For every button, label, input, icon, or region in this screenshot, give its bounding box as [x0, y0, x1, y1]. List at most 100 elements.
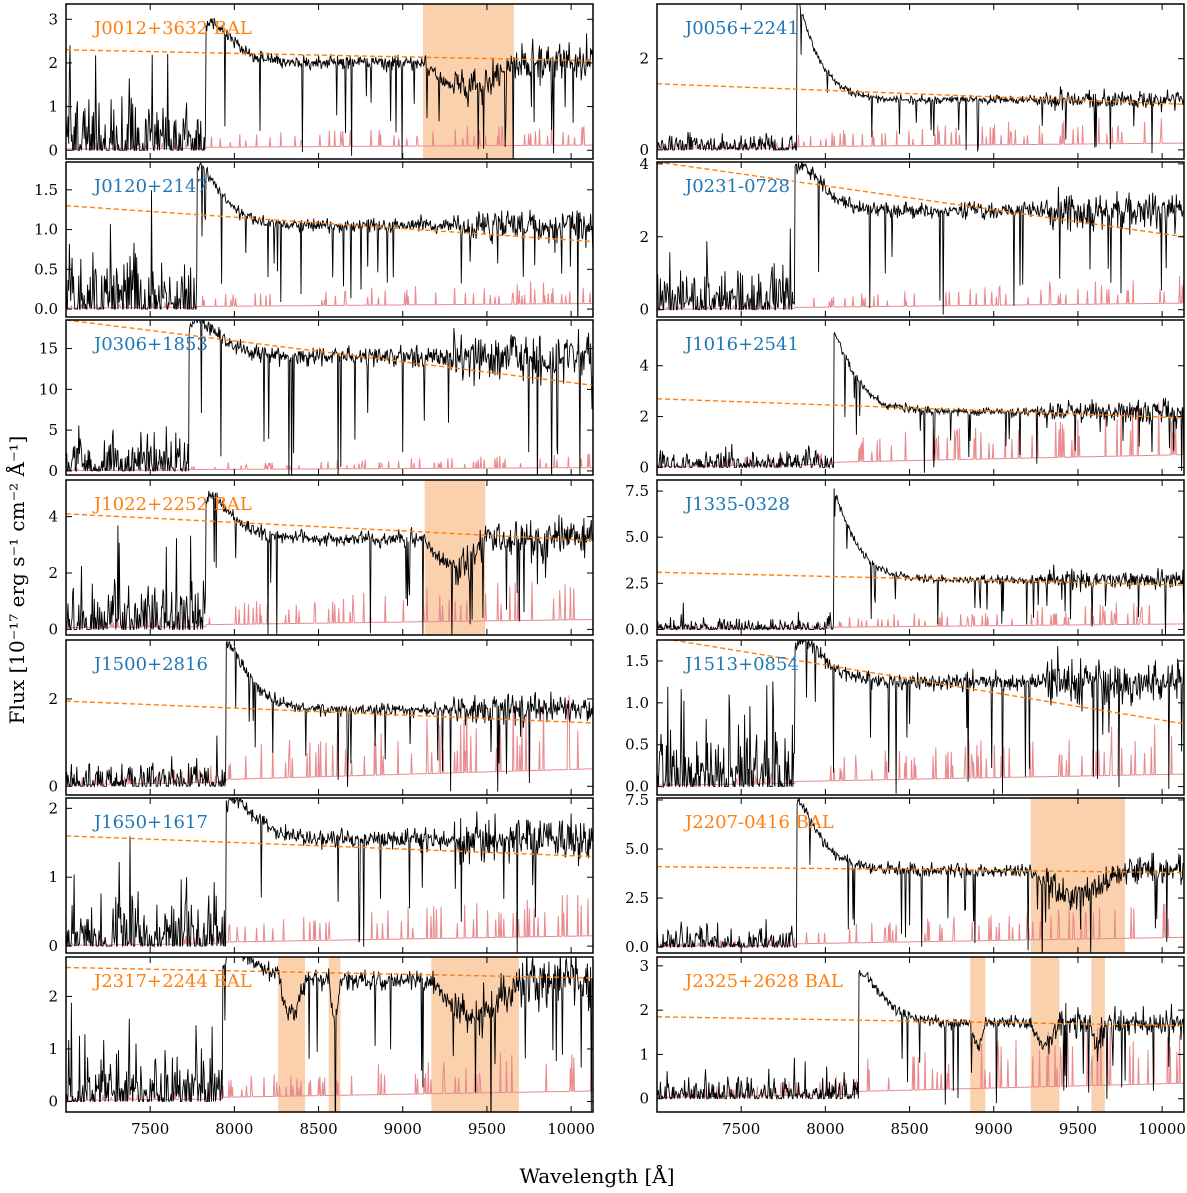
y-tick-label: 2	[48, 54, 58, 72]
y-tick-label: 7.5	[625, 482, 649, 500]
y-tick-label: 5.0	[625, 528, 649, 546]
y-tick-label: 3	[639, 957, 649, 975]
y-tick-label: 0.0	[625, 778, 649, 796]
spectrum-panel-j2317-2244-bal: 0 1 2 7500 8000 8500 9000 9500 10000 J2317+2244 B…	[48, 956, 595, 1138]
spectrum-panel-j0120-2147: 0.0 0.5 1.0 1.5 J0120+2147	[34, 161, 594, 318]
y-tick-label: 4	[639, 357, 649, 375]
y-tick-label: 1.5	[34, 181, 58, 199]
spectrum-panel-j2207-0416-bal: 0.0 2.5 5.0 7.5 J2207-0416 BAL	[625, 791, 1185, 956]
plot-area	[657, 957, 1184, 1112]
spectrum-panel-j1500-2816: 0 2 J1500+2816	[48, 639, 594, 796]
panel-frame	[656, 161, 1185, 318]
flux-spectrum-line	[657, 798, 1184, 953]
y-tick-label: 3	[48, 10, 58, 28]
error-spectrum-line	[66, 1048, 593, 1101]
flux-spectrum-line	[657, 640, 1184, 794]
flux-spectrum-line	[66, 957, 593, 1112]
spectrum-panel-j1016-2541: 0 2 4 J1016+2541	[639, 319, 1185, 476]
x-tick-label: 9000	[975, 1120, 1013, 1138]
y-tick-label: 2	[639, 50, 649, 68]
spectrum-panel-j1335-0328: 0.0 2.5 5.0 7.5 J1335-0328	[625, 479, 1185, 638]
object-name-label: J1513+0854	[683, 654, 799, 675]
x-tick-label: 7500	[131, 1120, 169, 1138]
object-name-label: J2207-0416 BAL	[683, 812, 834, 833]
object-name-label: J0306+1853	[92, 334, 208, 355]
flux-spectrum-line	[66, 320, 593, 475]
x-tick-label: 9500	[1059, 1120, 1097, 1138]
x-tick-label: 8000	[215, 1120, 253, 1138]
flux-spectrum-line	[66, 162, 593, 317]
y-tick-label: 0.5	[625, 736, 649, 754]
y-tick-label: 0	[48, 462, 58, 480]
x-tick-label: 9500	[468, 1120, 506, 1138]
panel-frame	[65, 319, 594, 476]
plot-area	[657, 488, 1184, 635]
y-tick-label: 5.0	[625, 840, 649, 858]
y-tick-label: 15	[39, 340, 58, 358]
error-spectrum-line	[657, 117, 1184, 150]
y-tick-label: 5	[48, 421, 58, 439]
spectrum-panel-j1650-1617: 0 1 2 J1650+1617	[48, 797, 594, 955]
y-tick-label: 7.5	[625, 791, 649, 809]
y-tick-label: 0	[48, 937, 58, 955]
y-axis-title: Flux [10⁻¹⁷ erg s⁻¹ cm⁻² Å⁻¹]	[4, 436, 29, 725]
flux-spectrum-line	[66, 490, 593, 635]
y-tick-label: 1.0	[625, 694, 649, 712]
y-tick-label: 2	[48, 799, 58, 817]
plot-area	[657, 640, 1184, 794]
spectrum-panel-j0056-2241: 0 2 J0056+2241	[639, 3, 1185, 160]
panel-frame	[65, 956, 594, 1113]
y-tick-label: 0	[48, 141, 58, 159]
continuum-fit-line	[66, 205, 593, 243]
y-tick-label: 0	[639, 1090, 649, 1108]
spectrum-panel-j2325-2628-bal: 0 1 2 3 7500 8000 8500 9000 9500 10000 J2325+2628 …	[639, 956, 1186, 1138]
y-tick-label: 0	[639, 141, 649, 159]
flux-spectrum-line	[66, 798, 593, 953]
plot-area	[66, 162, 593, 317]
object-name-label: J1022+2252 BAL	[92, 494, 252, 515]
y-tick-label: 0	[639, 301, 649, 319]
y-tick-label: 10	[39, 380, 58, 398]
plot-area	[66, 480, 593, 635]
panel-frame	[65, 479, 594, 636]
y-tick-label: 2	[639, 408, 649, 426]
y-tick-label: 1	[48, 1040, 58, 1058]
error-spectrum-line	[657, 402, 1184, 468]
flux-spectrum-line	[657, 970, 1184, 1105]
plot-area	[657, 331, 1184, 473]
x-tick-label: 10000	[547, 1120, 595, 1138]
panel-frame	[65, 3, 594, 160]
flux-spectrum-line	[66, 640, 593, 792]
y-tick-label: 0.5	[34, 260, 58, 278]
y-tick-label: 2	[48, 987, 58, 1005]
x-tick-label: 7500	[722, 1120, 760, 1138]
panel-frame	[65, 797, 594, 954]
y-tick-label: 2.5	[625, 889, 649, 907]
object-name-label: J2325+2628 BAL	[683, 971, 843, 992]
y-tick-label: 0	[48, 1092, 58, 1110]
panel-frame	[656, 319, 1185, 476]
panel-frame	[656, 639, 1185, 796]
object-name-label: J0056+2241	[683, 18, 799, 39]
y-tick-label: 1	[48, 98, 58, 116]
panel-frame	[656, 3, 1185, 160]
continuum-fit-line	[668, 640, 1184, 725]
y-tick-label: 2	[48, 564, 58, 582]
flux-spectrum-line	[66, 17, 593, 159]
y-tick-label: 0.0	[625, 620, 649, 638]
spectrum-panel-j1513-0854: 0.0 0.5 1.0 1.5 J1513+0854	[625, 639, 1185, 796]
spectrum-panel-j1022-2252-bal: 0 2 4 J1022+2252 BAL	[48, 479, 594, 638]
plot-area	[657, 162, 1184, 315]
continuum-fit-line	[66, 320, 593, 386]
panel-grid: 0 1 2 3 J0012+3632 BAL 0 2 J0056+2241 0.0 0.5 1.0 1…	[34, 3, 1186, 1138]
plot-area	[657, 4, 1184, 154]
object-name-label: J1016+2541	[683, 334, 799, 355]
flux-spectrum-line	[657, 331, 1184, 473]
plot-area	[66, 640, 593, 792]
panel-frame	[656, 956, 1185, 1113]
error-spectrum-line	[657, 275, 1184, 310]
y-tick-label: 0.0	[625, 938, 649, 956]
x-tick-label: 9000	[384, 1120, 422, 1138]
panel-frame	[65, 161, 594, 318]
